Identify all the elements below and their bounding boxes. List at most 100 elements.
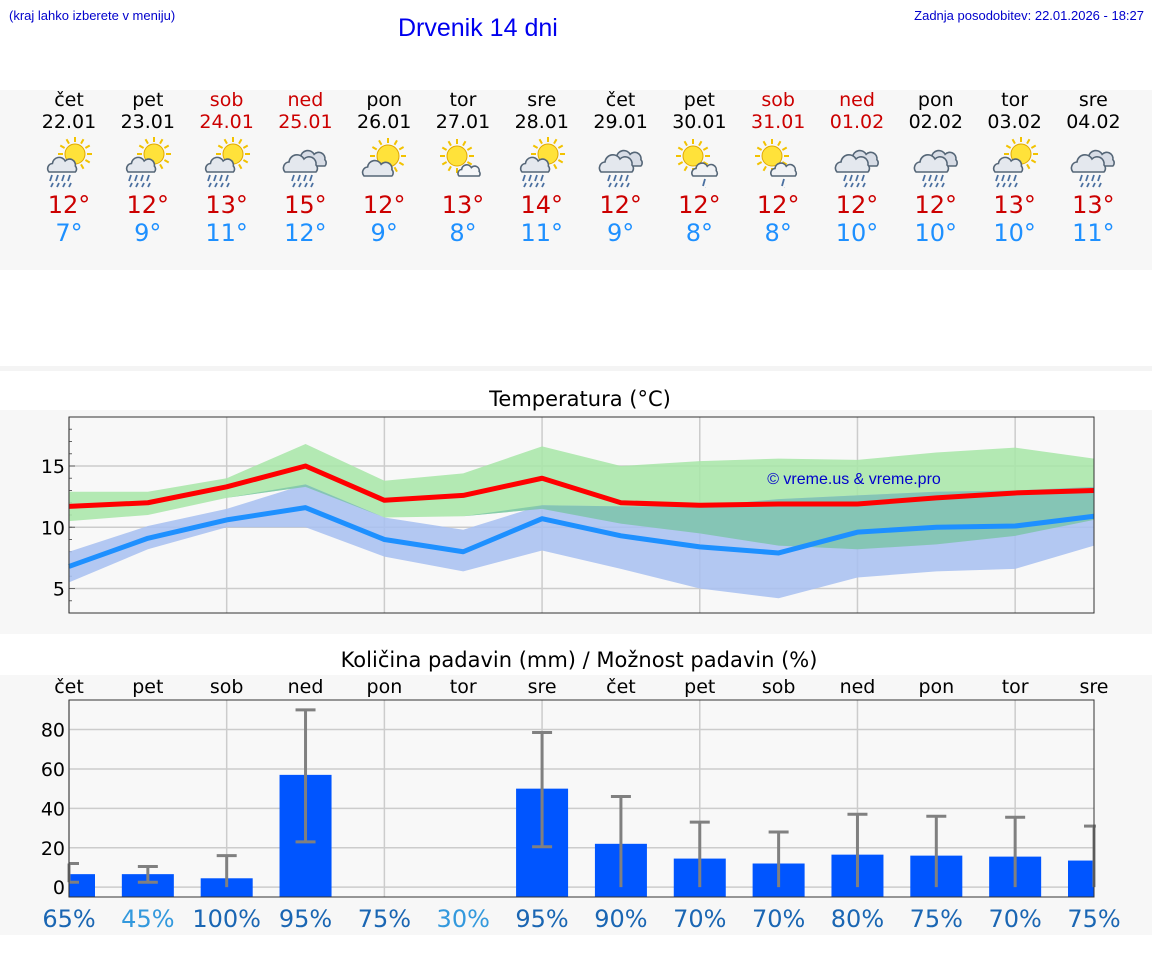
- precip-probability: 100%: [192, 905, 261, 933]
- day-date: 26.01: [356, 111, 412, 133]
- x-tick-label: sob: [210, 676, 244, 698]
- y-tick-label: 5: [53, 579, 65, 601]
- day-date: 29.01: [593, 111, 648, 133]
- day-name: čet: [605, 89, 636, 111]
- max-temp: 13°: [441, 191, 485, 219]
- day-column: pon 26.01 12° 9°: [344, 89, 424, 247]
- precip-probability: 75%: [1067, 905, 1120, 933]
- day-column: sob 31.01 12° 8°: [738, 89, 818, 247]
- precip-probability: 65%: [42, 905, 95, 933]
- day-column: tor 03.02 13° 10°: [975, 89, 1055, 247]
- day-name: tor: [1001, 89, 1029, 111]
- temperature-chart: 5 10 15 © vreme.us & vreme.pro: [41, 416, 1095, 614]
- page-title: Drvenik 14 dni: [398, 14, 558, 42]
- day-column: tor 27.01 13° 8°: [423, 89, 503, 247]
- min-temp: 11°: [520, 219, 564, 247]
- precip-probability: 70%: [988, 905, 1041, 933]
- day-column: sre 04.02 13° 11°: [1053, 89, 1133, 247]
- min-temp: 8°: [449, 219, 477, 247]
- y-tick-label: 40: [41, 798, 65, 820]
- max-temp: 12°: [756, 191, 800, 219]
- day-date: 30.01: [672, 111, 727, 133]
- sun-cloud-icon: [362, 138, 407, 177]
- x-tick-label: pet: [684, 676, 715, 698]
- day-date: 22.01: [41, 111, 97, 133]
- location-hint[interactable]: (kraj lahko izberete v meniju): [9, 8, 176, 23]
- cloud-rain-icon: [598, 149, 643, 188]
- day-column: ned 25.01 15° 12°: [265, 89, 345, 247]
- precip-probability: 45%: [121, 905, 174, 933]
- day-column: čet 29.01 12° 9°: [581, 89, 661, 247]
- x-tick-label: pon: [367, 676, 403, 698]
- y-tick-label: 80: [41, 720, 65, 742]
- min-temp: 9°: [370, 219, 398, 247]
- day-column: pon 02.02 12° 10°: [896, 89, 976, 247]
- day-name: pet: [683, 89, 715, 111]
- x-tick-label: sre: [528, 676, 557, 698]
- x-tick-label: ned: [288, 676, 324, 698]
- day-date: 23.01: [120, 111, 175, 133]
- sun-cloud-rain-icon: [125, 137, 171, 188]
- sun-cloud-light-rain-icon: [755, 139, 798, 188]
- max-temp-line: [68, 463, 1095, 509]
- day-name: ned: [839, 89, 875, 111]
- separator: [0, 366, 1152, 371]
- overlap-band: [69, 484, 1094, 550]
- plot-frame: [68, 416, 1095, 614]
- precip-probability: 70%: [673, 905, 726, 933]
- sun-cloud-rain-icon: [519, 137, 565, 188]
- plot-frame: [68, 699, 1095, 898]
- precip-probability: 70%: [752, 905, 805, 933]
- day-date: 04.02: [1066, 111, 1121, 133]
- min-temp: 8°: [764, 219, 792, 247]
- day-date: 25.01: [278, 111, 333, 133]
- sun-cloud-light-rain-icon: [676, 139, 719, 188]
- day-name: pet: [132, 89, 164, 111]
- max-temp: 15°: [284, 191, 327, 219]
- day-date: 28.01: [514, 111, 569, 133]
- max-temp: 12°: [678, 191, 721, 219]
- precip-probability: 95%: [515, 905, 568, 933]
- min-temp: 10°: [993, 219, 1036, 247]
- precip-bar: [200, 878, 253, 897]
- last-updated: Zadnja posodobitev: 22.01.2026 - 18:27: [914, 8, 1144, 23]
- day-column: sob 24.01 13° 11°: [187, 89, 267, 247]
- day-name: sre: [527, 89, 557, 111]
- day-date: 03.02: [987, 111, 1042, 133]
- day-date: 27.01: [435, 111, 491, 133]
- precip-probability: 75%: [910, 905, 963, 933]
- precip-probability: 75%: [358, 905, 411, 933]
- y-tick-label: 20: [41, 838, 65, 860]
- x-tick-label: pet: [132, 676, 163, 698]
- precip-probability: 30%: [437, 905, 490, 933]
- y-tick-label: 60: [41, 759, 65, 781]
- cloud-rain-icon: [283, 149, 328, 188]
- watermark: © vreme.us & vreme.pro: [767, 471, 941, 488]
- day-column: čet 22.01 12° 7°: [29, 89, 109, 247]
- day-date: 02.02: [908, 111, 963, 133]
- sun-cloud-rain-icon: [46, 137, 92, 188]
- day-name: pon: [917, 89, 954, 111]
- min-temp: 10°: [835, 219, 879, 247]
- day-name: ned: [287, 89, 324, 111]
- x-tick-label: tor: [1002, 676, 1029, 698]
- day-name: tor: [449, 89, 477, 111]
- min-temp-line: [68, 505, 1095, 569]
- day-name: sre: [1078, 89, 1108, 111]
- y-tick-label: 10: [41, 517, 65, 539]
- cloud-rain-icon: [1071, 149, 1116, 188]
- min-temp: 11°: [205, 219, 248, 247]
- day-column: pet 30.01 12° 8°: [659, 89, 739, 247]
- precip-bar: [1068, 860, 1094, 897]
- day-name: sob: [209, 89, 244, 111]
- max-temp: 13°: [205, 191, 248, 219]
- precip-probability: 95%: [279, 905, 332, 933]
- cloud-rain-icon: [834, 149, 879, 188]
- max-temp: 12°: [362, 191, 406, 219]
- x-tick-label: tor: [450, 676, 477, 698]
- min-temp: 7°: [55, 219, 83, 247]
- precip-bar: [69, 874, 95, 897]
- day-column: ned 01.02 12° 10°: [817, 89, 897, 247]
- y-tick-label: 0: [53, 877, 65, 899]
- min-temp: 10°: [914, 219, 958, 247]
